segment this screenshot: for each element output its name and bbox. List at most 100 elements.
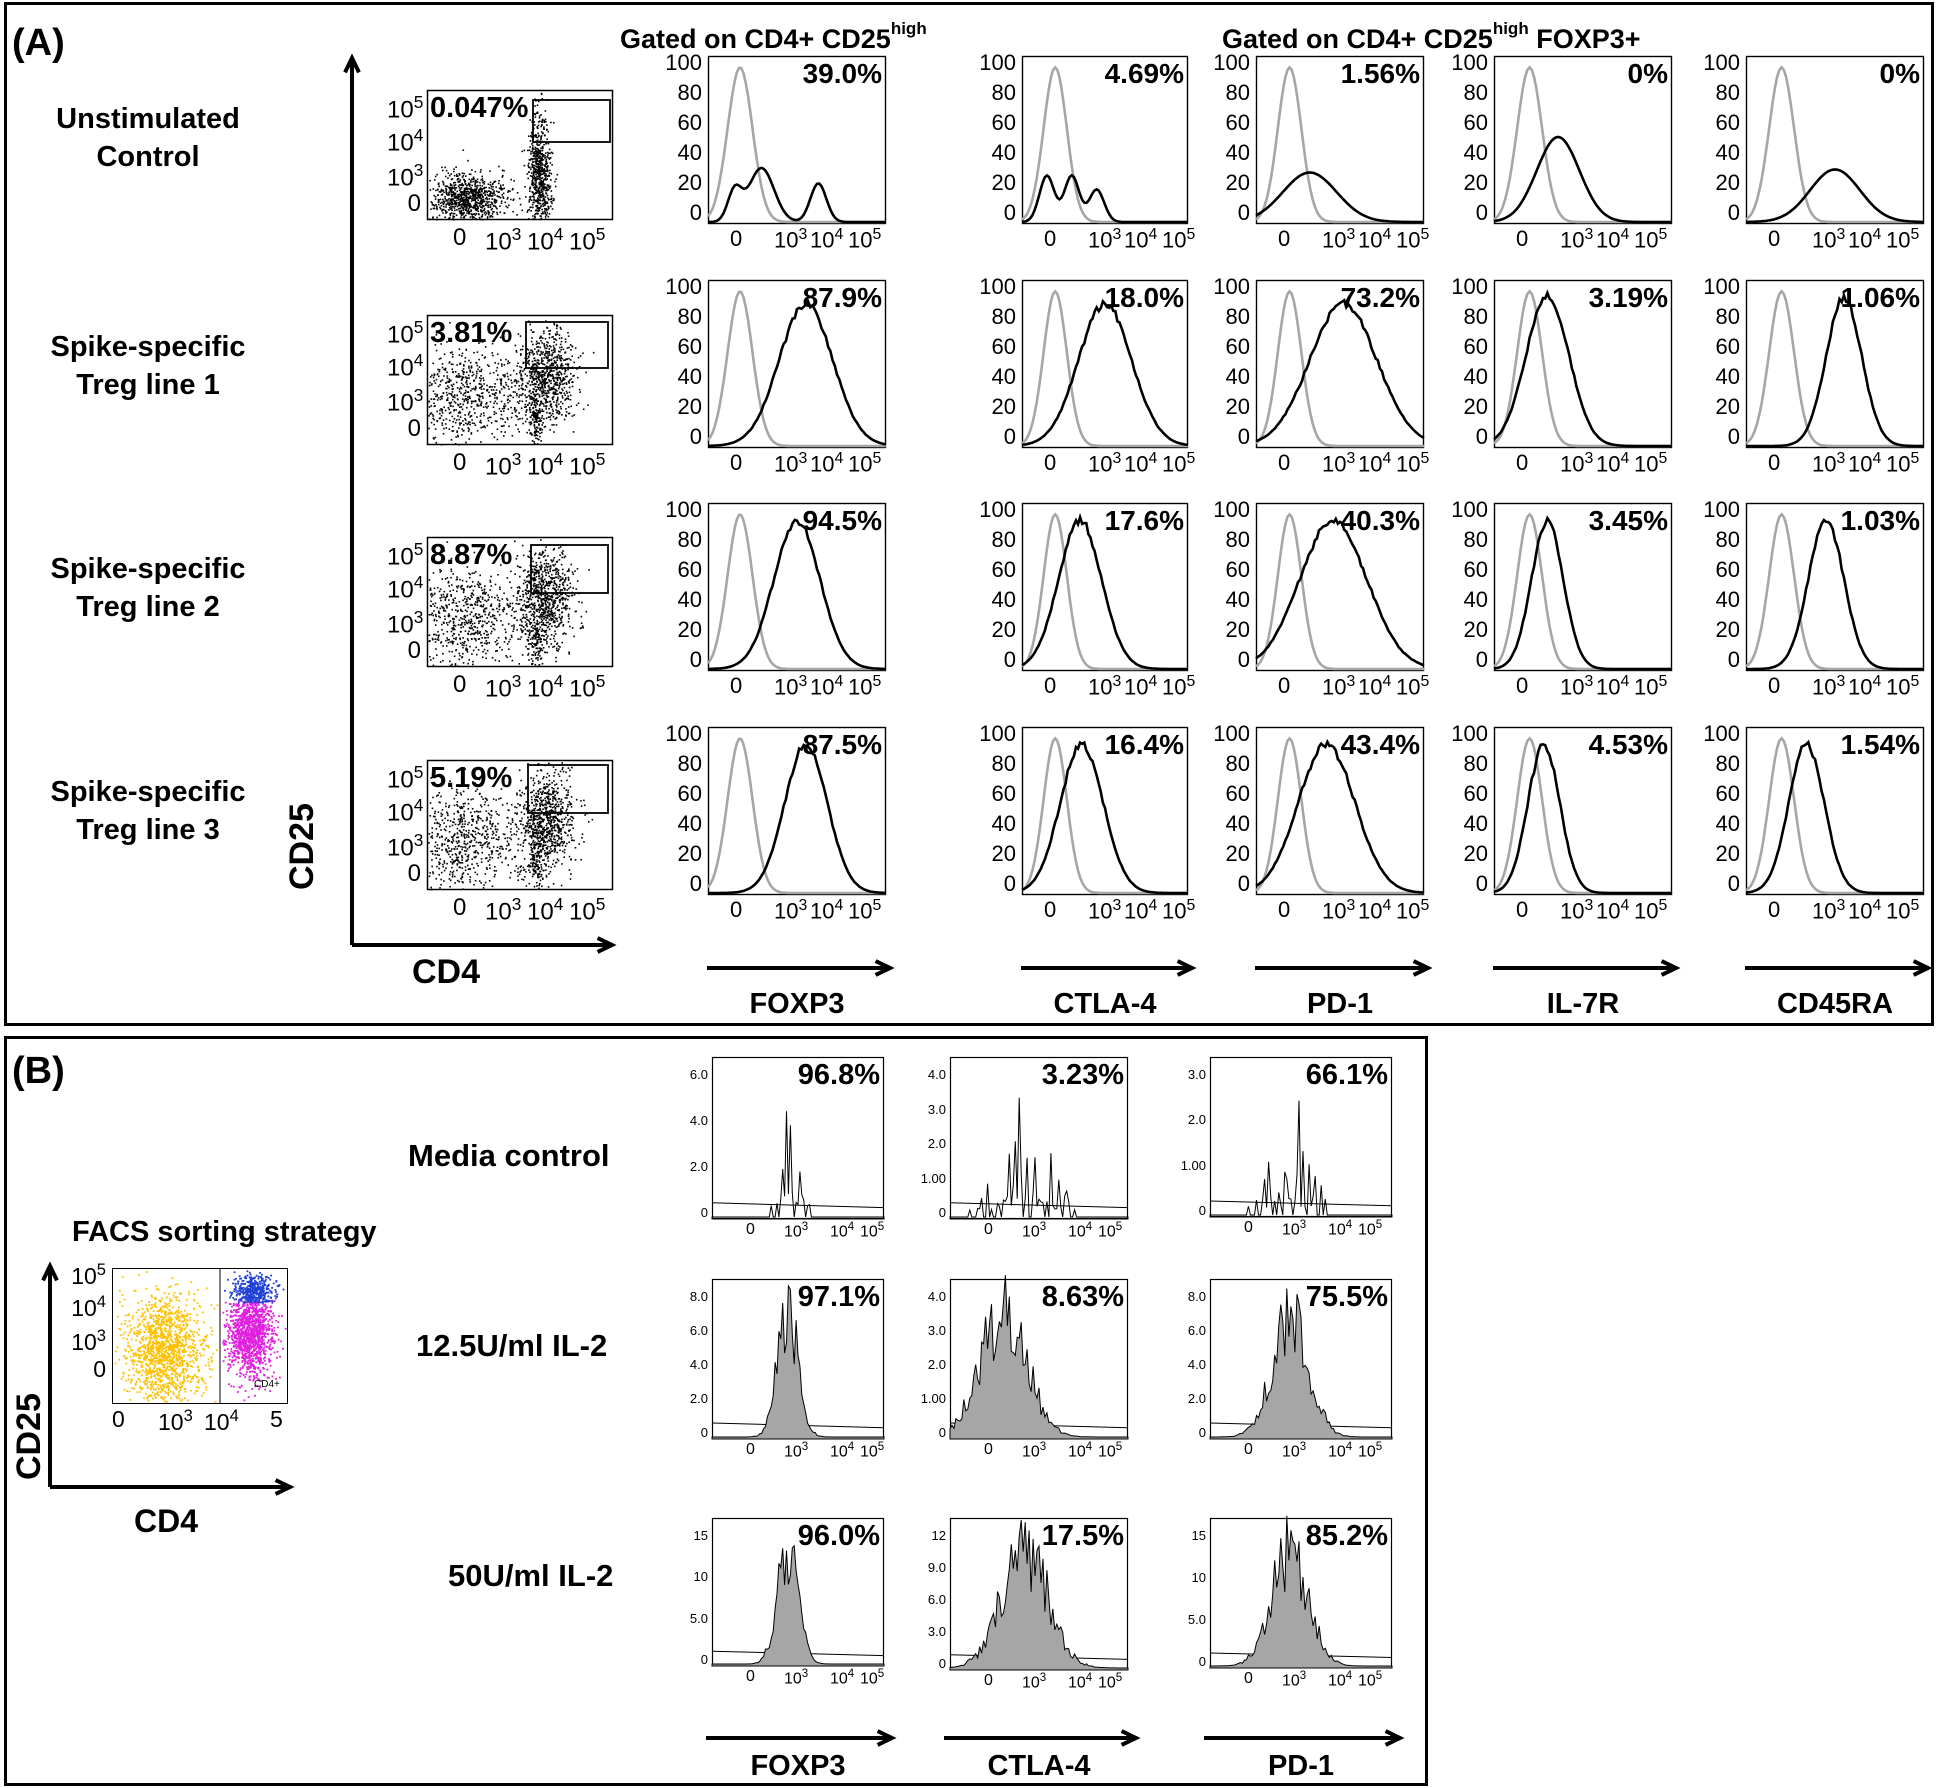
histogram-b-ctla-4-row1 [949, 1056, 1129, 1220]
histogram-x-tick: 0 [730, 673, 743, 698]
histogram-b-x-tick: 103 [1022, 1221, 1047, 1241]
histogram-y-tick: 60 [1225, 110, 1250, 135]
scatter-y-tick: 104 [387, 572, 424, 604]
sort-x-tick: 0 [112, 1406, 125, 1432]
histogram-x-tick: 0 [1768, 226, 1781, 251]
histogram-x-tick: 103 [1560, 673, 1594, 700]
histogram-y-tick: 0 [1003, 200, 1016, 225]
histogram-y-tick: 0 [1475, 424, 1488, 449]
histogram-il-7r-row2 [1493, 279, 1673, 449]
histogram-b-x-tick: 105 [1358, 1441, 1383, 1461]
histogram-b-percent: 17.5% [1041, 1520, 1124, 1552]
sort-x-axis-arrow [50, 1478, 295, 1496]
scatter-y-tick: 0 [407, 415, 421, 442]
histogram-b-percent: 8.63% [1041, 1281, 1124, 1313]
histogram-y-tick: 20 [1463, 394, 1488, 419]
histogram-y-tick: 40 [1463, 811, 1488, 836]
histogram-y-tick: 60 [991, 334, 1016, 359]
histogram-y-tick: 20 [991, 617, 1016, 642]
histogram-percent: 1.54% [1840, 729, 1920, 760]
histogram-x-tick: 0 [1516, 673, 1529, 698]
histogram-percent: 4.69% [1104, 58, 1184, 89]
histogram-y-tick: 80 [677, 751, 702, 776]
scatter-x-tick: 103 [485, 671, 522, 703]
histogram-x-tick: 0 [1044, 897, 1057, 922]
histogram-b-x-tick: 103 [1282, 1219, 1307, 1239]
histogram-b-x-tick: 0 [984, 1441, 993, 1458]
histogram-b-x-tick: 105 [1098, 1441, 1123, 1461]
histogram-y-tick: 40 [1715, 140, 1740, 165]
histogram-x-tick: 0 [1044, 226, 1057, 251]
scatter-x-tick: 103 [485, 224, 522, 256]
histogram-percent: 3.19% [1588, 282, 1668, 313]
histogram-b-y-tick: 1.00 [1180, 1157, 1206, 1173]
histogram-percent: 0% [1879, 58, 1920, 89]
scatter-x-tick: 105 [569, 224, 606, 256]
histogram-x-tick: 103 [1322, 450, 1356, 477]
histogram-b-x-tick: 103 [1022, 1672, 1047, 1692]
histogram-y-tick: 60 [1225, 334, 1250, 359]
histogram-y-tick: 0 [1727, 647, 1740, 672]
histogram-y-tick: 60 [677, 334, 702, 359]
row-label: Unstimulated Control [56, 103, 240, 173]
histogram-x-tick: 103 [1088, 450, 1122, 477]
histogram-foxp3-row4 [706, 726, 887, 896]
histogram-b-y-tick: 8.0 [689, 1289, 708, 1304]
histogram-percent: 43.4% [1340, 729, 1420, 760]
histogram-y-tick: 100 [1213, 721, 1250, 746]
histogram-b-y-tick: 3.0 [927, 1624, 946, 1639]
histogram-x-tick: 103 [774, 450, 808, 477]
histogram-y-tick: 60 [1463, 110, 1488, 135]
histogram-cd45ra-row4 [1745, 726, 1925, 896]
marker-b-axis-arrow [706, 1729, 897, 1747]
histogram-y-tick: 0 [1003, 647, 1016, 672]
histogram-x-tick: 105 [848, 226, 882, 253]
histogram-b-y-tick: 2.0 [689, 1391, 708, 1406]
histogram-ctla-4-row4 [1021, 726, 1189, 896]
histogram-x-tick: 103 [1812, 897, 1846, 924]
histogram-ctla-4-row1 [1021, 55, 1189, 225]
histogram-y-tick: 80 [1225, 80, 1250, 105]
scatter-y-tick: 103 [387, 160, 424, 192]
histogram-y-tick: 20 [1225, 170, 1250, 195]
histogram-x-tick: 0 [1044, 450, 1057, 475]
histogram-b-x-tick: 103 [784, 1221, 809, 1241]
marker-axis-arrow [1493, 959, 1681, 977]
histogram-y-tick: 20 [1715, 841, 1740, 866]
histogram-b-x-tick: 103 [784, 1441, 809, 1461]
histogram-y-tick: 60 [677, 781, 702, 806]
sort-y-tick: 0 [93, 1356, 106, 1382]
histogram-foxp3-row2 [706, 279, 887, 449]
histogram-x-tick: 104 [1124, 897, 1158, 924]
histogram-y-tick: 0 [1475, 871, 1488, 896]
scatter-y-tick: 105 [387, 92, 424, 124]
histogram-b-x-tick: 105 [860, 1668, 885, 1688]
scatter-x-tick: 0 [453, 894, 467, 921]
histogram-b-y-tick: 15 [693, 1528, 708, 1543]
histogram-y-tick: 100 [1703, 721, 1740, 746]
marker-b-axis-label: PD-1 [1267, 1750, 1335, 1782]
histogram-y-tick: 60 [1715, 557, 1740, 582]
scatter-x-tick: 103 [485, 894, 522, 926]
histogram-b-x-tick: 105 [1098, 1672, 1123, 1692]
histogram-x-tick: 105 [1634, 450, 1668, 477]
histogram-percent: 18.0% [1104, 282, 1184, 313]
histogram-y-tick: 20 [1225, 841, 1250, 866]
histogram-b-y-tick: 2.0 [1187, 1112, 1206, 1128]
histogram-x-tick: 0 [730, 897, 743, 922]
scatter-percent: 0.047% [430, 92, 529, 124]
histogram-x-tick: 0 [1278, 226, 1291, 251]
histogram-y-tick: 60 [1715, 110, 1740, 135]
marker-axis-label: CTLA-4 [1053, 988, 1157, 1020]
row-label: Spike-specific Treg line 1 [50, 331, 246, 401]
histogram-b-x-tick: 0 [1244, 1670, 1253, 1687]
histogram-x-tick: 103 [774, 673, 808, 700]
histogram-b-y-tick: 0 [1198, 1425, 1206, 1440]
histogram-b-y-tick: 6.0 [1187, 1323, 1206, 1338]
histogram-b-x-tick: 105 [1358, 1670, 1383, 1690]
marker-axis-label: CD45RA [1776, 988, 1894, 1020]
histogram-x-tick: 105 [1162, 226, 1196, 253]
histogram-y-tick: 100 [665, 721, 702, 746]
histogram-b-y-tick: 0 [700, 1425, 708, 1440]
